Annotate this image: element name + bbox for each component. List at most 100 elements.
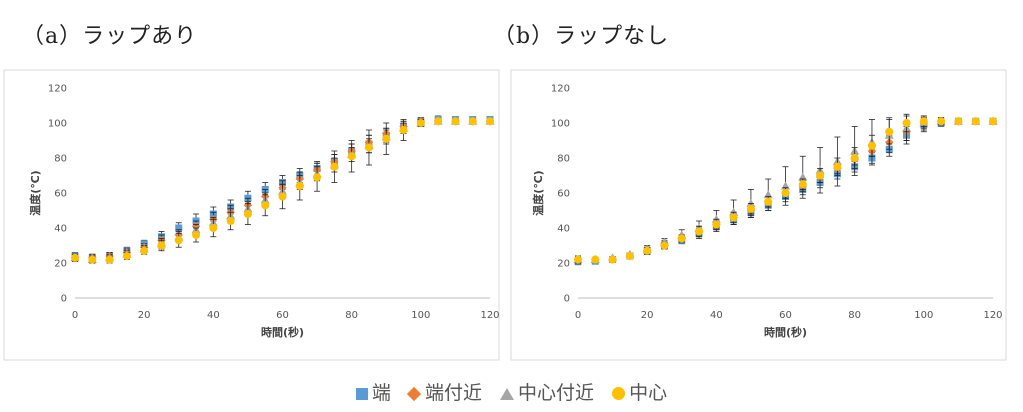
panel-a-center-point bbox=[416, 119, 425, 127]
panel-a-y-tick-label: 120 bbox=[48, 84, 67, 95]
panel-b-center-point bbox=[695, 227, 704, 236]
panel-a-center-point bbox=[468, 117, 477, 126]
panel-b-center-point bbox=[764, 197, 773, 206]
legend-item-center: 中心 bbox=[612, 378, 667, 405]
panel-a-center-point bbox=[399, 126, 408, 134]
panel-a-center-point bbox=[122, 252, 131, 260]
panel-b-x-tick-label: 100 bbox=[914, 310, 933, 321]
panel-b-x-tick-label: 80 bbox=[848, 310, 861, 321]
panel-b-y-axis-label: 温度(℃) bbox=[531, 170, 545, 215]
panel-b-center-point bbox=[729, 213, 738, 222]
panel-a-edge-point bbox=[175, 224, 183, 232]
panel-a-x-tick-label: 0 bbox=[72, 310, 78, 321]
panel-a-center-point bbox=[278, 192, 287, 201]
panel-a-y-tick-label: 0 bbox=[61, 294, 67, 305]
panel-b-x-axis-label: 時間(秒) bbox=[764, 325, 807, 339]
panel-b-center-point bbox=[902, 119, 911, 127]
panel-b-y-tick-label: 100 bbox=[551, 119, 570, 130]
panel-a-center-point bbox=[192, 231, 201, 239]
panel-b-x-tick-label: 0 bbox=[575, 310, 581, 321]
panel-a-x-tick-label: 20 bbox=[138, 310, 151, 321]
panel-a-center-point bbox=[364, 143, 373, 152]
panel-b-y-tick-label: 0 bbox=[564, 294, 570, 305]
panel-b-center-point bbox=[712, 220, 721, 229]
panel-b-center-point bbox=[591, 255, 600, 264]
panel-b-title: （b）ラップなし bbox=[493, 24, 670, 49]
panel-a-x-tick-label: 80 bbox=[345, 310, 358, 321]
panel-b-x-tick-label: 20 bbox=[641, 310, 654, 321]
panel-b-y-tick-label: 120 bbox=[551, 84, 570, 95]
panel-a-center-point bbox=[486, 117, 494, 126]
panel-b-center-point bbox=[746, 204, 755, 213]
panel-b-center-point bbox=[954, 117, 963, 126]
panel-a-y-tick-label: 100 bbox=[48, 119, 67, 130]
panel-b-near-center-point bbox=[711, 214, 721, 223]
legend-item-near-edge: 端付近 bbox=[406, 378, 482, 405]
panel-b-center-point bbox=[989, 117, 997, 126]
panel-a-center-point bbox=[330, 162, 339, 171]
panel-a-y-tick-label: 80 bbox=[54, 154, 67, 165]
panel-b-y-tick-label: 40 bbox=[557, 224, 570, 235]
panel-a-center-point bbox=[140, 246, 149, 255]
panel-b-center-point bbox=[816, 171, 825, 180]
panel-a-x-axis-label: 時間(秒) bbox=[261, 325, 304, 339]
panel-a-center-point bbox=[261, 201, 270, 210]
panel-a-y-tick-label: 20 bbox=[54, 259, 67, 270]
panel-a-center-point bbox=[157, 241, 166, 250]
panel-b-center-point bbox=[608, 255, 617, 264]
panel-b-center-point bbox=[885, 127, 894, 136]
triangle-marker-icon bbox=[500, 387, 515, 400]
panel-b-y-tick-label: 20 bbox=[557, 259, 570, 270]
panel-b-near-center-point bbox=[729, 207, 739, 216]
panel-b-center-point bbox=[971, 117, 980, 126]
panel-b-center-point bbox=[850, 154, 859, 162]
panel-a-x-tick-label: 40 bbox=[207, 310, 220, 321]
panel-a-center-point bbox=[105, 255, 114, 264]
legend-item-near-center: 中心付近 bbox=[500, 378, 594, 405]
panel-b-chart-frame bbox=[510, 69, 1007, 361]
panel-a-x-tick-label: 120 bbox=[480, 310, 499, 321]
panel-b-center-point bbox=[677, 234, 686, 243]
panel-a-y-tick-label: 60 bbox=[54, 189, 67, 200]
panel-a-title: （a）ラップあり bbox=[22, 24, 198, 49]
panel-b-center-point bbox=[574, 255, 582, 264]
panel-a-center-point bbox=[313, 173, 322, 182]
panel-b-center-point bbox=[643, 246, 652, 255]
panel-a-center-point bbox=[209, 224, 218, 232]
panel-a-center-point bbox=[347, 152, 356, 161]
legend-label-edge: 端 bbox=[371, 382, 391, 404]
panel-b-center-point bbox=[867, 141, 876, 150]
panel-b-x-tick-label: 120 bbox=[983, 310, 1002, 321]
panel-b-center-point bbox=[625, 252, 634, 260]
panel-a-center-point bbox=[451, 117, 460, 126]
panel-b-center-point bbox=[660, 241, 669, 250]
legend: 端 端付近 中心付近 中心 bbox=[0, 378, 1023, 405]
panel-a-center-point bbox=[226, 217, 235, 225]
panel-b-center-point bbox=[833, 162, 842, 171]
panel-b-y-tick-label: 80 bbox=[557, 154, 570, 165]
legend-item-edge: 端 bbox=[355, 378, 391, 405]
panel-a-center-point bbox=[243, 210, 252, 218]
panel-a-center-point bbox=[434, 117, 443, 126]
panel-b-x-tick-label: 60 bbox=[779, 310, 792, 321]
panel-a-center-point bbox=[382, 134, 391, 143]
panel-a-chart-frame bbox=[3, 69, 500, 361]
panel-b-near-center-point bbox=[746, 199, 756, 207]
panel-a-y-axis-label: 温度(℃) bbox=[28, 170, 42, 215]
panel-a-y-tick-label: 40 bbox=[54, 224, 67, 235]
legend-label-center: 中心 bbox=[629, 382, 668, 404]
panel-b-center-point bbox=[781, 189, 790, 197]
legend-label-near-edge: 端付近 bbox=[424, 382, 482, 404]
panel-a-x-tick-label: 60 bbox=[276, 310, 289, 321]
panel-b-y-tick-label: 60 bbox=[557, 189, 570, 200]
panel-b-center-point bbox=[919, 117, 928, 126]
panel-a-x-tick-label: 100 bbox=[411, 310, 430, 321]
diamond-marker-icon bbox=[406, 386, 422, 401]
panel-a-center-point bbox=[88, 255, 97, 264]
panel-b-center-point bbox=[798, 180, 807, 189]
square-marker-icon bbox=[355, 387, 368, 400]
panel-b-center-point bbox=[937, 117, 946, 126]
legend-label-near-center: 中心付近 bbox=[518, 382, 595, 404]
panel-a-center-point bbox=[71, 253, 79, 262]
